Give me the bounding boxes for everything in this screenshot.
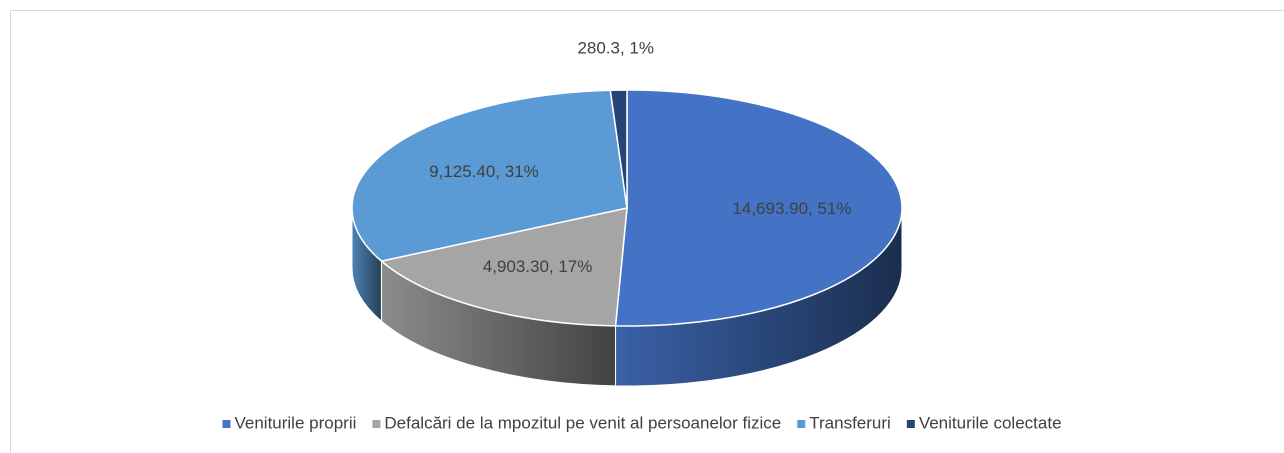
legend-label: Veniturile colectate <box>919 413 1062 432</box>
data-label: 14,693.90, 51% <box>732 199 851 218</box>
data-label: 4,903.30, 17% <box>483 257 593 276</box>
data-label: 9,125.40, 31% <box>429 162 539 181</box>
legend-label: Veniturile proprii <box>234 413 356 432</box>
pie-slice <box>609 89 628 209</box>
data-label: 280.3, 1% <box>577 38 654 57</box>
legend-swatch <box>372 420 381 428</box>
legend-label: Defalcări de la mpozitul pe venit al per… <box>384 413 781 432</box>
chart-border <box>10 10 1284 453</box>
legend-swatch <box>222 420 231 428</box>
pie-slice <box>379 207 628 327</box>
legend-swatch <box>906 420 915 428</box>
legend: Veniturile proprii Defalcări de la mpozit… <box>222 413 1062 432</box>
pie-slice <box>614 89 903 327</box>
pie-slice <box>351 89 628 262</box>
legend-swatch <box>797 420 806 428</box>
legend-label: Transferuri <box>809 413 891 432</box>
